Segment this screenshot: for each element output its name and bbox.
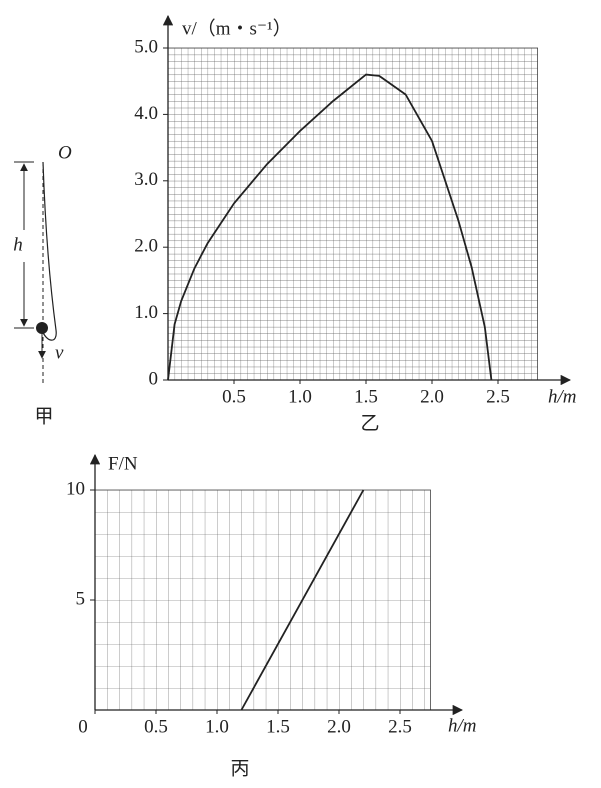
y-tick-label: 1.0 <box>134 302 158 323</box>
x-tick-label: 1.0 <box>288 386 312 407</box>
rope <box>41 161 57 341</box>
velocity-label: v <box>55 342 64 363</box>
y-tick-label: 5.0 <box>134 36 158 57</box>
x-tick-label: 2.5 <box>388 716 412 737</box>
x-tick-label: 1.5 <box>354 386 378 407</box>
x-tick-label: 2.0 <box>420 386 444 407</box>
y-tick-label: 5 <box>76 588 86 609</box>
x-tick-label: 2.0 <box>327 716 351 737</box>
ball <box>36 322 48 334</box>
x-axis-label: h/m <box>548 386 577 407</box>
x-axis-label: h/m <box>448 715 477 736</box>
x-tick-label: 1.5 <box>266 716 290 737</box>
x-tick-label: 1.0 <box>205 716 229 737</box>
x-tick-label: 0 <box>78 716 88 737</box>
point-label: O <box>58 142 72 163</box>
y-axis-label: F/N <box>108 453 138 474</box>
caption: 丙 <box>230 758 249 779</box>
x-tick-label: 2.5 <box>486 386 510 407</box>
height-label: h <box>13 234 23 255</box>
grid-area <box>94 489 431 711</box>
data-line <box>240 489 365 711</box>
y-tick-label: 4.0 <box>134 103 158 124</box>
x-tick-label: 0.5 <box>222 386 246 407</box>
y-axis-label: v/（m・s⁻¹） <box>182 17 292 39</box>
x-tick-label: 0.5 <box>144 716 168 737</box>
y-tick-label: 0 <box>149 368 159 389</box>
grid-area <box>167 47 539 381</box>
data-line <box>167 73 493 381</box>
y-tick-label: 3.0 <box>134 169 158 190</box>
y-tick-label: 2.0 <box>134 236 158 257</box>
y-tick-label: 10 <box>66 478 85 499</box>
caption: 乙 <box>360 413 379 434</box>
diagram: O h v 甲 <box>13 142 72 427</box>
caption: 甲 <box>34 406 53 427</box>
